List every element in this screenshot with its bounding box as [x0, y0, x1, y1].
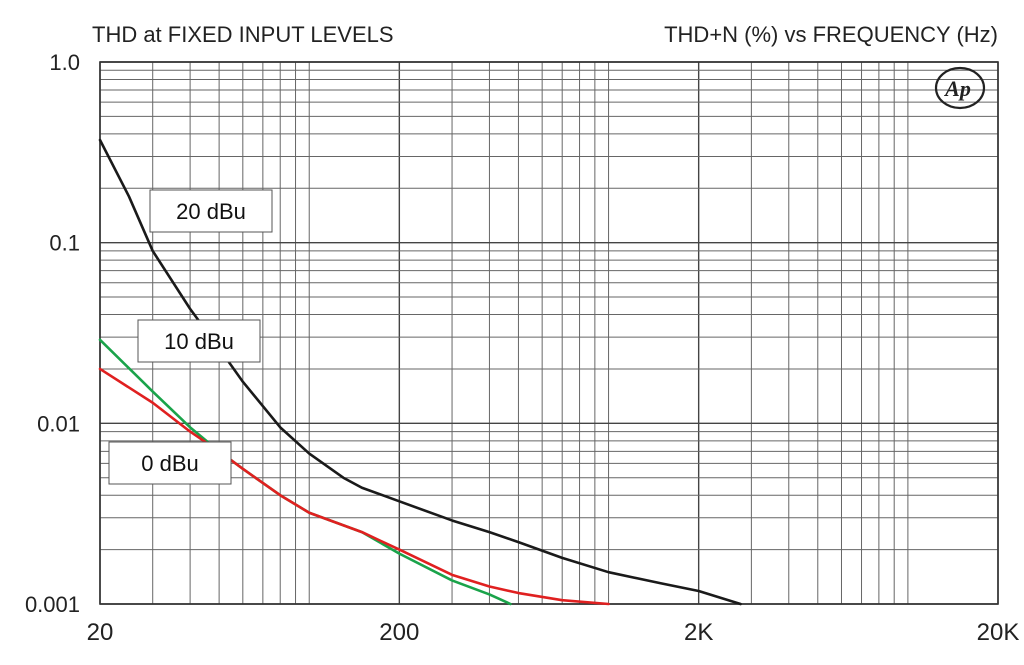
series-label-20-dbu: 20 dBu: [149, 189, 273, 233]
chart-title: THD at FIXED INPUT LEVELS: [92, 22, 394, 47]
x-tick-label: 200: [379, 619, 419, 646]
series-label-0-dbu: 0 dBu: [108, 441, 232, 485]
axis-ticks: 20 200 2K 20K 1.0 0.1 0.01 0.001: [25, 50, 1019, 646]
y-tick-label: 0.01: [37, 411, 80, 436]
y-tick-label: 0.001: [25, 592, 80, 617]
series-label-10-dbu: 10 dBu: [137, 319, 261, 363]
x-tick-label: 2K: [684, 619, 713, 646]
series-label-box: [137, 319, 261, 363]
y-tick-label: 0.1: [49, 231, 80, 256]
x-tick-label: 20: [87, 619, 114, 646]
grid: [99, 61, 999, 605]
series-label-text: 10 dBu: [164, 329, 234, 354]
chart-subtitle: THD+N (%) vs FREQUENCY (Hz): [664, 22, 998, 47]
series-label-text: 20 dBu: [176, 199, 246, 224]
series-label-text: 0 dBu: [141, 451, 199, 476]
ap-logo: Ap: [934, 66, 986, 110]
plot-frame: [99, 61, 999, 605]
ap-logo-mark: Ap: [943, 76, 971, 101]
series-line-0-dbu: [98, 367, 610, 606]
series-line-20-dbu: [98, 138, 742, 606]
series-label-box: [149, 189, 273, 233]
series-label-box: [108, 441, 232, 485]
x-tick-label: 20K: [977, 619, 1020, 646]
series-labels: 20 dBu 10 dBu 0 dBu: [108, 189, 273, 485]
y-tick-label: 1.0: [49, 50, 80, 75]
series-lines: [98, 138, 742, 606]
